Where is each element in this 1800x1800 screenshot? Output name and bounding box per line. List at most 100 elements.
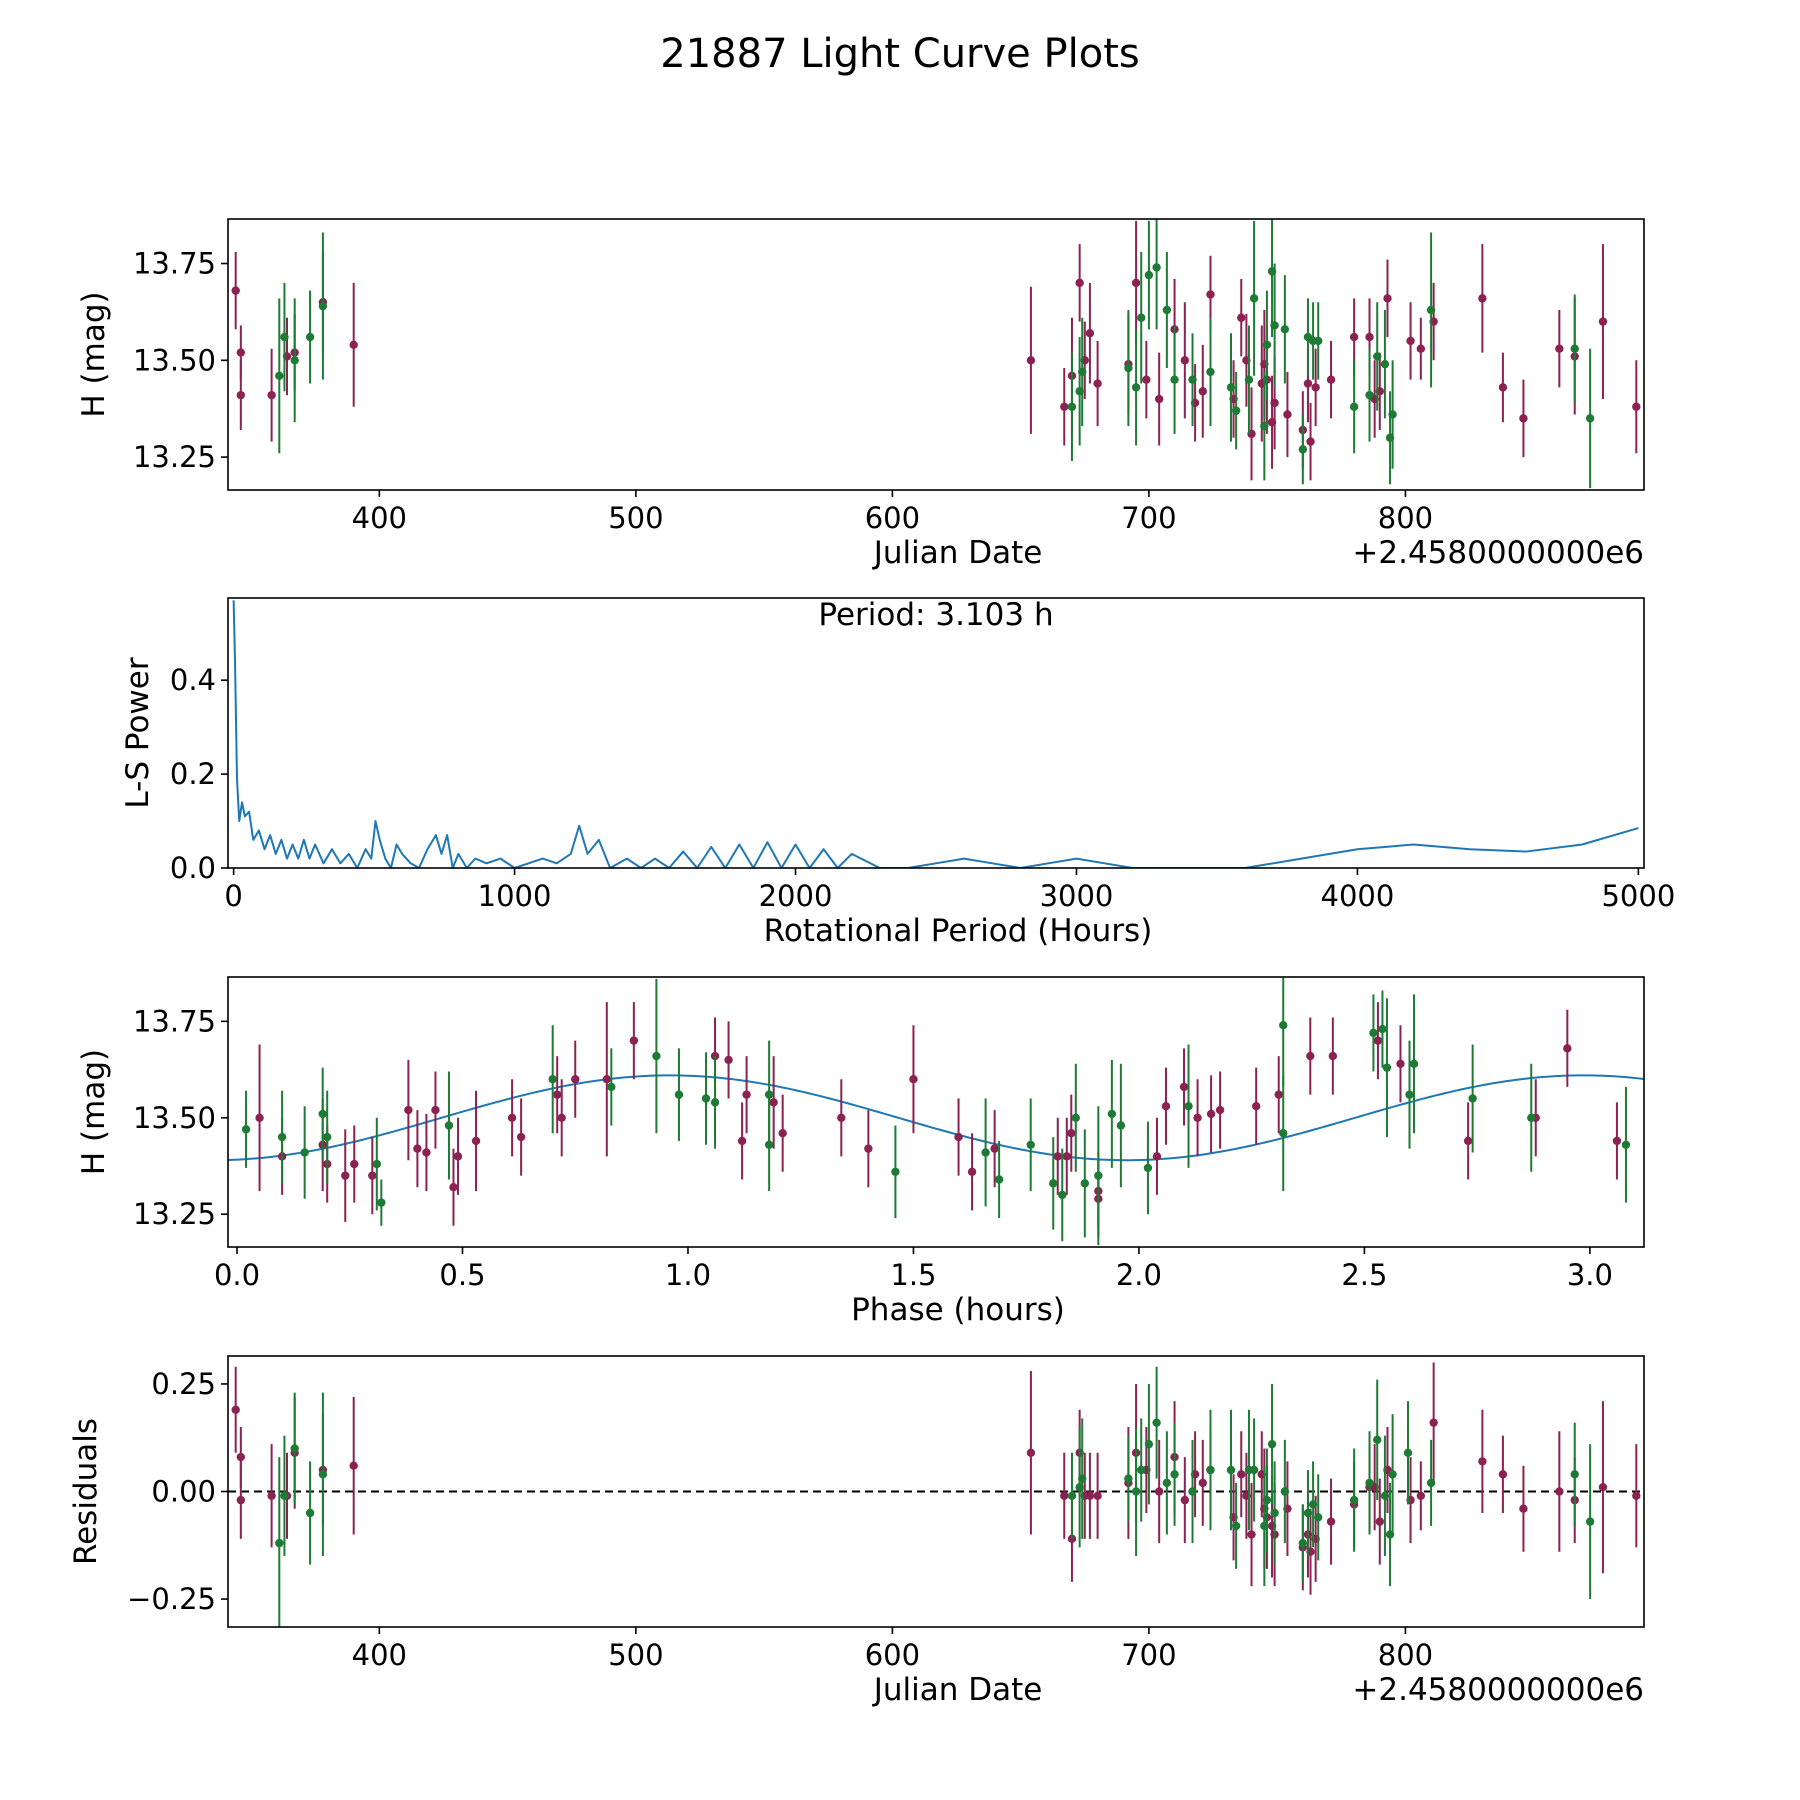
data-point: [1274, 1056, 1283, 1134]
data-marker: [764, 1090, 774, 1099]
data-marker: [607, 1082, 616, 1092]
y-tick-label: 0.25: [151, 1367, 216, 1401]
data-marker: [1365, 1478, 1374, 1488]
data-marker: [236, 1452, 246, 1462]
data-marker: [255, 1113, 264, 1122]
data-point: [1570, 1422, 1579, 1526]
data-point: [1463, 1102, 1473, 1180]
data-marker: [318, 301, 328, 311]
data-marker: [1365, 332, 1374, 342]
data-point: [1080, 1129, 1090, 1238]
data-marker: [507, 1113, 517, 1122]
data-marker: [1067, 1491, 1077, 1501]
data-point: [1349, 1448, 1359, 1552]
data-point: [1570, 294, 1579, 403]
x-tick-label: 0.0: [214, 1258, 260, 1292]
data-point: [1373, 302, 1382, 411]
data-marker: [267, 1491, 276, 1501]
data-point: [404, 1059, 413, 1161]
data-marker: [318, 1109, 327, 1119]
data-point: [981, 1098, 990, 1207]
data-marker: [629, 1036, 639, 1045]
data-marker: [1405, 1090, 1414, 1099]
data-point: [1406, 302, 1415, 380]
data-marker: [1303, 379, 1313, 388]
power-spectrum-line: [232, 600, 1639, 868]
data-point: [422, 1113, 431, 1192]
data-marker: [1555, 1487, 1564, 1496]
data-point: [1067, 1094, 1076, 1172]
y-tick-label: 13.75: [133, 247, 216, 281]
data-marker: [864, 1144, 873, 1153]
data-marker: [967, 1167, 977, 1176]
data-marker: [1143, 1163, 1153, 1173]
data-point: [548, 1025, 557, 1134]
data-point: [1093, 340, 1102, 427]
data-point: [1388, 1414, 1397, 1535]
data-marker: [1632, 402, 1641, 411]
data-marker: [1053, 1152, 1062, 1161]
data-marker: [305, 332, 315, 342]
data-point: [1382, 998, 1392, 1138]
x-tick-label: 500: [608, 501, 663, 535]
data-point: [1306, 1017, 1315, 1095]
data-point: [413, 1110, 422, 1188]
data-marker: [453, 1152, 463, 1161]
data-point: [1094, 1106, 1103, 1246]
data-point: [1152, 219, 1161, 330]
data-point: [1326, 340, 1336, 419]
data-point: [1075, 244, 1084, 322]
data-marker: [1527, 1113, 1536, 1122]
data-marker: [1262, 1495, 1272, 1505]
data-point: [236, 1426, 246, 1488]
data-point: [1137, 1418, 1146, 1522]
data-marker: [231, 286, 240, 295]
data-marker: [1161, 1102, 1171, 1111]
x-tick-label: 1000: [478, 879, 552, 913]
data-point: [1498, 1435, 1508, 1514]
x-offset-text: +2.4580000000e6: [1352, 1672, 1644, 1708]
data-point: [1062, 1117, 1071, 1195]
data-point: [349, 1396, 358, 1535]
data-point: [1131, 220, 1141, 345]
data-marker: [1314, 336, 1323, 346]
data-marker: [290, 356, 299, 365]
y-tick-label: 13.25: [133, 440, 216, 474]
data-point: [1375, 1478, 1384, 1565]
data-point: [1311, 348, 1320, 427]
data-point: [1396, 1025, 1405, 1103]
data-point: [571, 1040, 580, 1118]
data-point: [275, 1457, 284, 1627]
x-tick-label: 500: [608, 1638, 663, 1672]
data-point: [737, 1102, 747, 1180]
data-point: [1478, 1409, 1487, 1514]
data-point: [652, 978, 661, 1134]
data-marker: [1262, 340, 1272, 350]
data-point: [1198, 1439, 1207, 1526]
data-marker: [1162, 305, 1172, 315]
data-point: [1026, 1371, 1036, 1535]
data-point: [1180, 302, 1190, 419]
data-point: [1270, 1461, 1279, 1565]
data-marker: [413, 1144, 422, 1153]
data-marker: [1380, 1491, 1390, 1501]
data-point: [1378, 990, 1387, 1068]
x-tick-label: 400: [352, 501, 407, 535]
data-point: [1237, 1431, 1246, 1518]
data-marker: [290, 1444, 299, 1453]
data-point: [1152, 1117, 1162, 1195]
data-point: [1405, 1040, 1414, 1149]
data-marker: [1369, 1028, 1378, 1038]
data-point: [1085, 282, 1095, 384]
data-point: [994, 1140, 1004, 1219]
data-marker: [372, 1159, 382, 1169]
data-point: [1314, 302, 1323, 380]
data-point: [1416, 1461, 1426, 1531]
data-marker: [1249, 294, 1259, 303]
data-marker: [891, 1167, 900, 1176]
y-axis-label: H (mag): [76, 1049, 112, 1175]
data-marker: [231, 1405, 240, 1414]
data-marker: [236, 390, 246, 400]
data-marker: [1429, 1418, 1438, 1427]
data-marker: [1306, 1051, 1315, 1061]
